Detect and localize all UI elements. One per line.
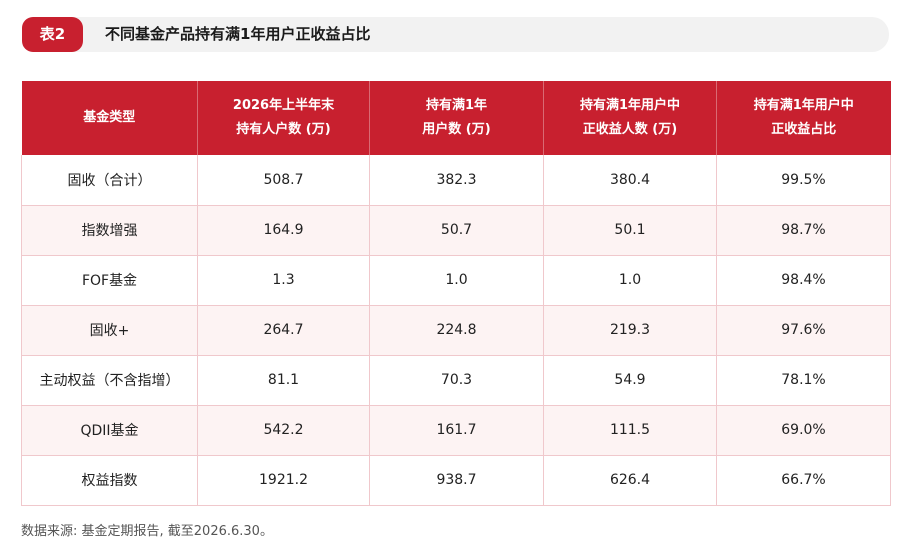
cell-positive-ratio: 98.7% [716,205,891,256]
cell-positive-ratio: 98.4% [716,255,891,306]
cell-one-year-users: 224.8 [369,305,544,356]
cell-positive-ratio: 66.7% [716,455,891,506]
cell-holders: 1921.2 [197,455,370,506]
table-row: FOF基金 1.3 1.0 1.0 98.4% [21,255,891,306]
cell-one-year-users: 382.3 [369,155,544,206]
cell-positive-users: 111.5 [543,405,717,456]
cell-positive-users: 380.4 [543,155,717,206]
table-row: 指数增强 164.9 50.7 50.1 98.7% [21,205,891,256]
table-header-row: 基金类型 2026年上半年末 持有人户数 (万) 持有满1年 用户数 (万) 持… [21,81,891,155]
cell-positive-ratio: 78.1% [716,355,891,406]
column-header-fund-type: 基金类型 [21,81,198,155]
cell-fund-type: 固收（合计） [21,155,198,206]
cell-positive-ratio: 99.5% [716,155,891,206]
cell-positive-users: 1.0 [543,255,717,306]
cell-fund-type: 权益指数 [21,455,198,506]
cell-positive-ratio: 69.0% [716,405,891,456]
table-row: QDII基金 542.2 161.7 111.5 69.0% [21,405,891,456]
cell-positive-ratio: 97.6% [716,305,891,356]
data-table: 基金类型 2026年上半年末 持有人户数 (万) 持有满1年 用户数 (万) 持… [21,81,891,506]
table-row: 主动权益（不含指增） 81.1 70.3 54.9 78.1% [21,355,891,406]
table-row: 固收（合计） 508.7 382.3 380.4 99.5% [21,155,891,206]
column-header-positive-users: 持有满1年用户中 正收益人数 (万) [543,81,717,155]
cell-positive-users: 50.1 [543,205,717,256]
title-bar: 表2 不同基金产品持有满1年用户正收益占比 [22,17,889,52]
table-row: 固收+ 264.7 224.8 219.3 97.6% [21,305,891,356]
cell-holders: 1.3 [197,255,370,306]
cell-holders: 264.7 [197,305,370,356]
column-header-holders: 2026年上半年末 持有人户数 (万) [197,81,370,155]
column-header-one-year-users: 持有满1年 用户数 (万) [369,81,544,155]
cell-holders: 164.9 [197,205,370,256]
cell-one-year-users: 70.3 [369,355,544,406]
table-number-badge: 表2 [22,17,83,52]
cell-fund-type: QDII基金 [21,405,198,456]
cell-positive-users: 54.9 [543,355,717,406]
cell-fund-type: 固收+ [21,305,198,356]
column-header-positive-ratio: 持有满1年用户中 正收益占比 [716,81,891,155]
table-title: 不同基金产品持有满1年用户正收益占比 [105,25,371,43]
cell-fund-type: 指数增强 [21,205,198,256]
table-row: 权益指数 1921.2 938.7 626.4 66.7% [21,455,891,506]
data-source-footnote: 数据来源: 基金定期报告, 截至2026.6.30。 [21,524,273,539]
cell-holders: 81.1 [197,355,370,406]
cell-holders: 542.2 [197,405,370,456]
cell-one-year-users: 1.0 [369,255,544,306]
cell-fund-type: FOF基金 [21,255,198,306]
cell-one-year-users: 938.7 [369,455,544,506]
cell-one-year-users: 161.7 [369,405,544,456]
cell-holders: 508.7 [197,155,370,206]
cell-positive-users: 219.3 [543,305,717,356]
cell-positive-users: 626.4 [543,455,717,506]
cell-one-year-users: 50.7 [369,205,544,256]
cell-fund-type: 主动权益（不含指增） [21,355,198,406]
